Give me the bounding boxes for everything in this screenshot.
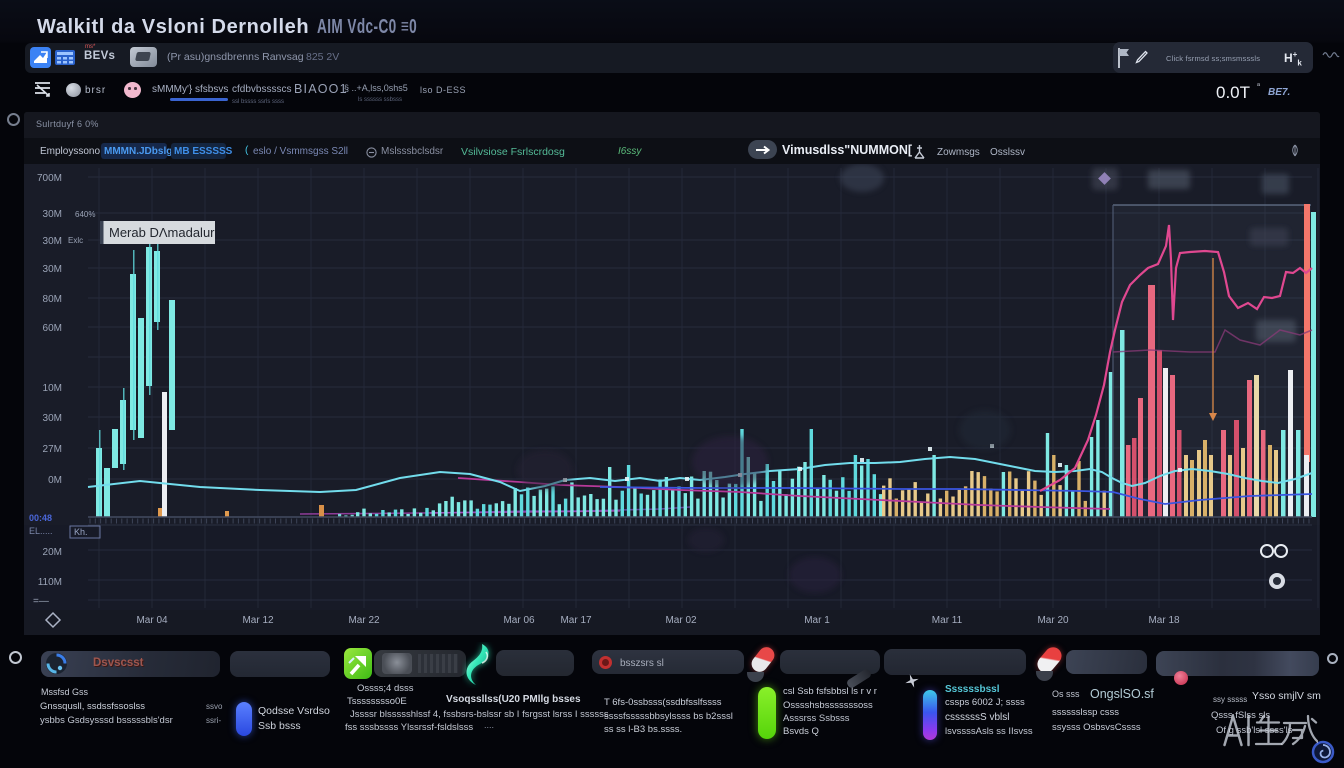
svg-text:Mar 04: Mar 04 [136,615,168,626]
svg-text:Mar 02: Mar 02 [665,615,697,626]
svg-text:80M: 80M [43,294,62,305]
svg-text:Mar 22: Mar 22 [348,615,380,626]
svg-text:110M: 110M [38,577,62,588]
svg-text:00:48: 00:48 [29,513,52,523]
svg-text:27M: 27M [43,444,62,455]
svg-text:60M: 60M [43,323,62,334]
svg-text:0M: 0M [48,475,62,486]
svg-text:700M: 700M [37,173,62,184]
svg-text:Mar 12: Mar 12 [242,615,274,626]
svg-text:Mar 06: Mar 06 [503,615,535,626]
svg-text:Mar 1: Mar 1 [804,615,830,626]
svg-text:Mar 17: Mar 17 [560,615,592,626]
svg-text:EL.....: EL..... [29,526,53,536]
svg-text:30M: 30M [43,209,62,220]
svg-text:10M: 10M [43,383,62,394]
svg-text:=―: =― [33,596,49,607]
svg-text:Kh.: Kh. [74,527,88,537]
svg-text:30M: 30M [43,264,62,275]
svg-text:Mar 18: Mar 18 [1148,615,1180,626]
svg-text:30M: 30M [43,413,62,424]
svg-text:30M: 30M [43,236,62,247]
svg-text:Mar 20: Mar 20 [1037,615,1069,626]
svg-text:Mar 11: Mar 11 [932,615,963,626]
svg-text:Merab DΛmadalur: Merab DΛmadalur [109,225,215,240]
svg-text:640%: 640% [75,210,95,219]
svg-text:Exlc: Exlc [68,236,83,245]
svg-text:20M: 20M [43,547,62,558]
